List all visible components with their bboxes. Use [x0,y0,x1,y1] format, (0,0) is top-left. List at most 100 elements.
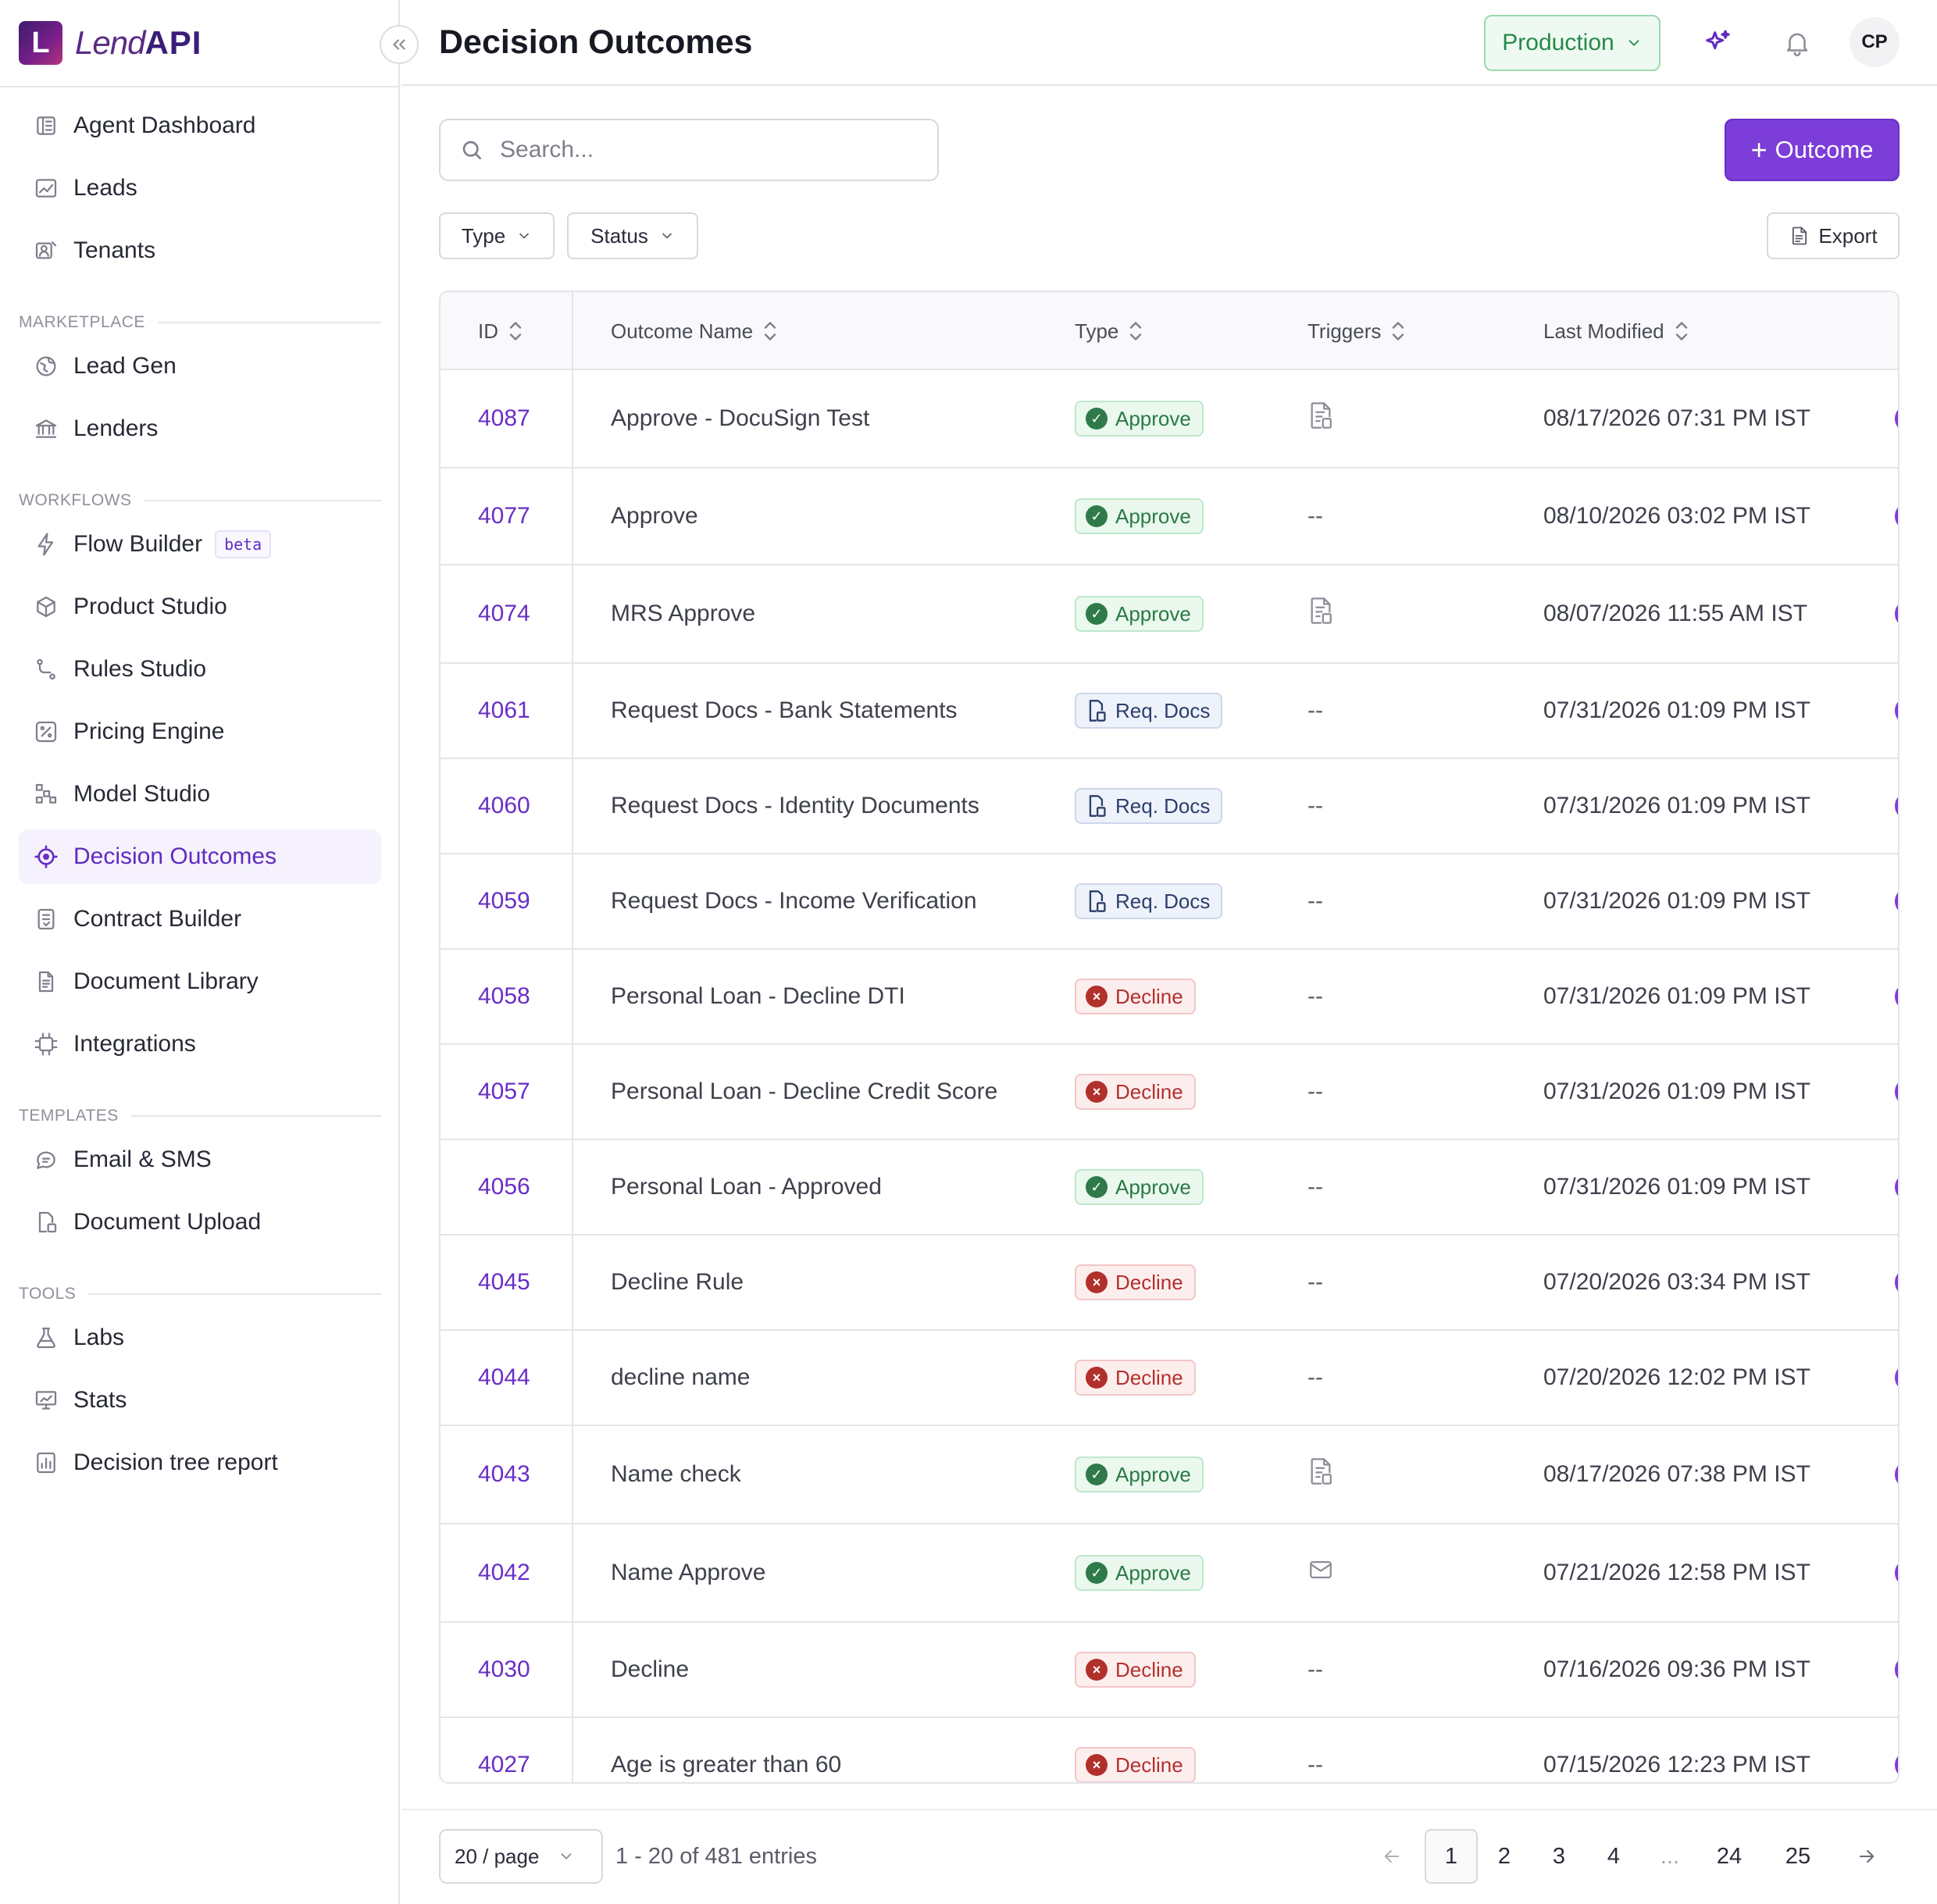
sidebar-item-decision-tree-report[interactable]: Decision tree report [19,1435,381,1490]
outcome-name: Request Docs - Income Verification [611,888,977,914]
sidebar-item-pricing-engine[interactable]: Pricing Engine [19,704,381,759]
sidebar-item-tenants[interactable]: Tenants [19,223,381,278]
table-row[interactable]: 4058 Personal Loan - Decline DTI × Declin… [441,950,1898,1045]
status-toggle[interactable] [1895,1753,1898,1777]
table-row[interactable]: 4045 Decline Rule × Decline -- 07/20/2026… [441,1235,1898,1331]
sidebar-item-document-library[interactable]: Document Library [19,954,381,1009]
type-filter[interactable]: Type [439,212,555,259]
table-row[interactable]: 4030 Decline × Decline -- 07/16/2026 09:3… [441,1623,1898,1718]
prev-page-button[interactable] [1368,1829,1415,1884]
status-toggle[interactable] [1895,1561,1898,1585]
outcome-id-link[interactable]: 4077 [478,503,530,529]
table-row[interactable]: 4077 Approve ✓ Approve -- 08/10/2026 03:0… [441,469,1898,565]
outcome-id-link[interactable]: 4057 [478,1079,530,1104]
outcome-id-link[interactable]: 4087 [478,405,530,431]
status-toggle[interactable] [1895,1271,1898,1294]
notifications-button[interactable] [1778,23,1817,62]
sidebar-item-label: Decision tree report [73,1449,278,1475]
sidebar-item-document-upload[interactable]: Document Upload [19,1195,381,1250]
outcome-id-link[interactable]: 4074 [478,601,530,626]
status-toggle[interactable] [1895,890,1898,913]
page-button-4[interactable]: 4 [1607,1843,1621,1869]
outcome-id-link[interactable]: 4030 [478,1656,530,1682]
sidebar-item-agent-dashboard[interactable]: Agent Dashboard [19,98,381,153]
sidebar-item-lenders[interactable]: Lenders [19,401,381,456]
table-row[interactable]: 4027 Age is greater than 60 × Decline -- … [441,1718,1898,1782]
environment-select[interactable]: Production [1484,15,1661,71]
table-row[interactable]: 4074 MRS Approve ✓ Approve 08/07/2026 11:… [441,565,1898,664]
status-toggle[interactable] [1895,1080,1898,1104]
type-label: Approve [1115,1560,1191,1585]
collapse-sidebar-button[interactable] [380,25,419,64]
user-avatar[interactable]: CP [1850,17,1900,67]
add-outcome-button[interactable]: + Outcome [1725,119,1900,181]
ai-sparkle-button[interactable] [1698,23,1737,62]
outcome-id-link[interactable]: 4043 [478,1461,530,1487]
table-row[interactable]: 4042 Name Approve ✓ Approve 07/21/2026 12… [441,1524,1898,1623]
page-size-select[interactable]: 20 / page [439,1829,603,1884]
sidebar-item-integrations[interactable]: Integrations [19,1017,381,1071]
page-button-24[interactable]: 24 [1716,1843,1743,1869]
outcome-id-link[interactable]: 4061 [478,697,530,723]
column-header-id[interactable]: ID [478,292,523,370]
table-row[interactable]: 4044 decline name × Decline -- 07/20/2026… [441,1331,1898,1426]
outcome-id-link[interactable]: 4059 [478,888,530,914]
sidebar-item-flow-builder[interactable]: Flow Builder beta [19,517,381,572]
trigger-icon[interactable] [1307,1457,1334,1492]
outcome-name: Request Docs - Bank Statements [611,697,958,723]
column-header-outcome-name[interactable]: Outcome Name [611,292,778,370]
status-toggle[interactable] [1895,794,1898,818]
search-box[interactable] [439,119,939,181]
sidebar-item-contract-builder[interactable]: Contract Builder [19,892,381,947]
sidebar-item-stats[interactable]: Stats [19,1373,381,1428]
page-button-2[interactable]: 2 [1497,1843,1511,1869]
table-row[interactable]: 4087 Approve - DocuSign Test ✓ Approve 08… [441,370,1898,469]
sidebar-item-email-and-sms[interactable]: Email & SMS [19,1132,381,1187]
status-toggle[interactable] [1895,407,1898,430]
status-toggle[interactable] [1895,1463,1898,1486]
status-toggle[interactable] [1895,1366,1898,1389]
status-toggle[interactable] [1895,1658,1898,1681]
outcome-id-link[interactable]: 4060 [478,793,530,818]
sidebar-item-model-studio[interactable]: Model Studio [19,767,381,822]
status-toggle[interactable] [1895,985,1898,1008]
status-toggle[interactable] [1895,505,1898,528]
sidebar-item-rules-studio[interactable]: Rules Studio [19,642,381,697]
status-filter[interactable]: Status [567,212,698,259]
column-header-last-modified[interactable]: Last Modified [1543,292,1689,370]
sidebar-item-leads[interactable]: Leads [19,161,381,216]
column-header-type[interactable]: Type [1075,292,1143,370]
outcome-id-link[interactable]: 4058 [478,983,530,1009]
outcome-id-link[interactable]: 4045 [478,1269,530,1295]
sidebar-item-product-studio[interactable]: Product Studio [19,579,381,634]
page-button-1[interactable]: 1 [1425,1829,1478,1884]
sidebar-item-labs[interactable]: Labs [19,1310,381,1365]
sidebar-item-lead-gen[interactable]: Lead Gen [19,339,381,394]
next-page-button[interactable] [1843,1829,1890,1884]
outcome-id-link[interactable]: 4042 [478,1560,530,1585]
sidebar-item-decision-outcomes[interactable]: Decision Outcomes [19,829,381,884]
approve-badge: ✓ Approve [1075,1457,1204,1492]
export-button[interactable]: Export [1767,212,1900,259]
page-button-25[interactable]: 25 [1785,1843,1811,1869]
logo[interactable]: L Lend API [19,20,202,66]
table-row[interactable]: 4061 Request Docs - Bank Statements Req.… [441,664,1898,759]
outcome-name: decline name [611,1364,751,1390]
table-row[interactable]: 4060 Request Docs - Identity Documents R… [441,759,1898,854]
table-row[interactable]: 4043 Name check ✓ Approve 08/17/2026 07:3… [441,1426,1898,1524]
status-toggle[interactable] [1895,699,1898,722]
trigger-icon[interactable] [1307,401,1334,437]
table-row[interactable]: 4059 Request Docs - Income Verification … [441,854,1898,950]
search-input[interactable] [500,137,922,163]
trigger-icon[interactable] [1307,596,1334,632]
outcome-id-link[interactable]: 4027 [478,1752,530,1777]
table-row[interactable]: 4056 Personal Loan - Approved ✓ Approve -… [441,1140,1898,1235]
outcome-id-link[interactable]: 4056 [478,1174,530,1200]
status-toggle[interactable] [1895,602,1898,626]
page-button-3[interactable]: 3 [1552,1843,1566,1869]
column-header-triggers[interactable]: Triggers [1307,292,1406,370]
table-row[interactable]: 4057 Personal Loan - Decline Credit Scor… [441,1045,1898,1140]
outcome-id-link[interactable]: 4044 [478,1364,530,1390]
trigger-icon[interactable] [1307,1555,1334,1591]
status-toggle[interactable] [1895,1175,1898,1199]
